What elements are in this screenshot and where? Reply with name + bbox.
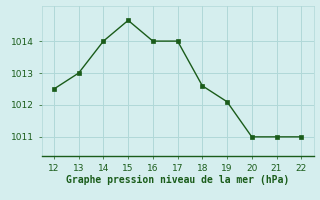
X-axis label: Graphe pression niveau de la mer (hPa): Graphe pression niveau de la mer (hPa) (66, 175, 289, 185)
